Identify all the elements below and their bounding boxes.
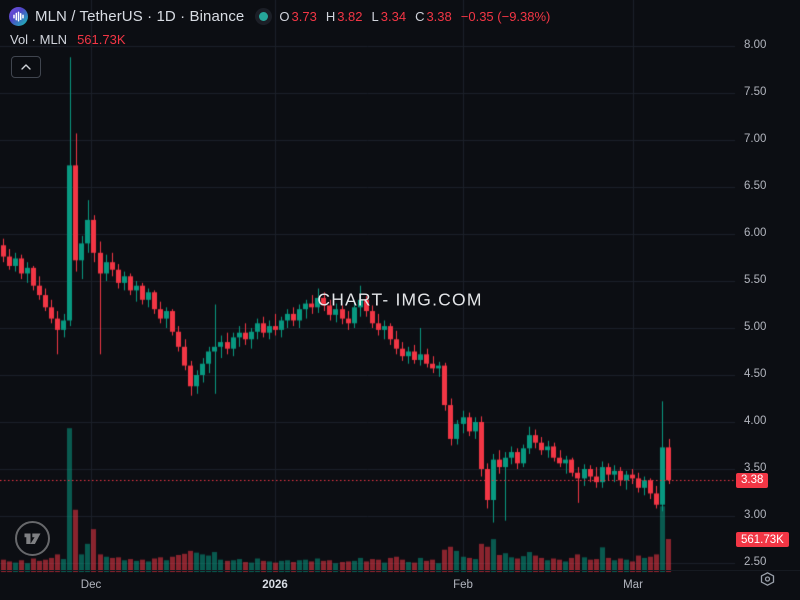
time-tick-label: Mar [623, 579, 643, 591]
price-tick-label: 2.50 [744, 556, 767, 568]
price-tick-label: 8.00 [744, 39, 767, 51]
low-label: L [371, 9, 379, 24]
mln-symbol-logo-icon [9, 7, 28, 26]
tradingview-logo[interactable] [14, 520, 51, 557]
price-tick-label: 7.50 [744, 86, 767, 98]
axis-settings-button[interactable] [756, 569, 778, 589]
symbol-title[interactable]: MLN / TetherUS · 1D · Binance [35, 8, 245, 25]
price-tick-label: 4.00 [744, 415, 767, 427]
price-tick-label: 4.50 [744, 368, 767, 380]
time-tick-label: Dec [80, 579, 102, 591]
high-value: 3.82 [337, 9, 363, 24]
close-value: 3.38 [426, 9, 452, 24]
low-value: 3.34 [380, 9, 407, 24]
volume-indicator-value: 561.73K [77, 32, 126, 47]
time-axis[interactable]: Dec 2026 Feb Mar [0, 570, 800, 600]
price-tick-label: 3.50 [744, 462, 767, 474]
high-label: H [325, 9, 336, 24]
volume-legend: Vol · MLN 561.73K [10, 32, 126, 47]
symbol-legend: MLN / TetherUS · 1D · Binance O 3.73 H 3.8… [9, 7, 550, 26]
close-label: C [415, 9, 425, 24]
collapse-legend-button[interactable] [11, 56, 41, 78]
market-status-dot-icon[interactable] [259, 12, 269, 21]
price-tick-label: 6.50 [744, 180, 767, 192]
price-tick-label: 5.50 [744, 274, 767, 286]
change-value: −0.35 (−9.38%) [460, 9, 551, 24]
price-tick-label: 3.00 [744, 509, 767, 521]
time-tick-label: Feb [453, 579, 473, 591]
volume-indicator-label[interactable]: Vol · MLN [10, 32, 68, 47]
chevron-up-icon [21, 64, 31, 70]
price-tick-label: 5.00 [744, 321, 767, 333]
price-tick-label: 7.00 [744, 133, 767, 145]
gear-icon [760, 572, 774, 586]
price-axis[interactable]: 8.00 7.50 7.00 6.50 6.00 5.50 5.00 4.50 4.00 3.50… [735, 0, 800, 570]
last-price-badge: 3.38 [736, 472, 769, 488]
time-tick-label: 2026 [262, 579, 288, 591]
open-value: 3.73 [291, 9, 317, 24]
volume-value-badge: 561.73K [736, 532, 789, 547]
price-tick-label: 6.00 [744, 227, 767, 239]
ohlc-values: O 3.73 H 3.82 L 3.34 C 3.38 −0.35 (−9.38%) [279, 9, 550, 24]
tradingview-logo-icon [15, 521, 50, 556]
open-label: O [279, 9, 290, 24]
chart-watermark: CHART- IMG.COM [317, 289, 483, 310]
